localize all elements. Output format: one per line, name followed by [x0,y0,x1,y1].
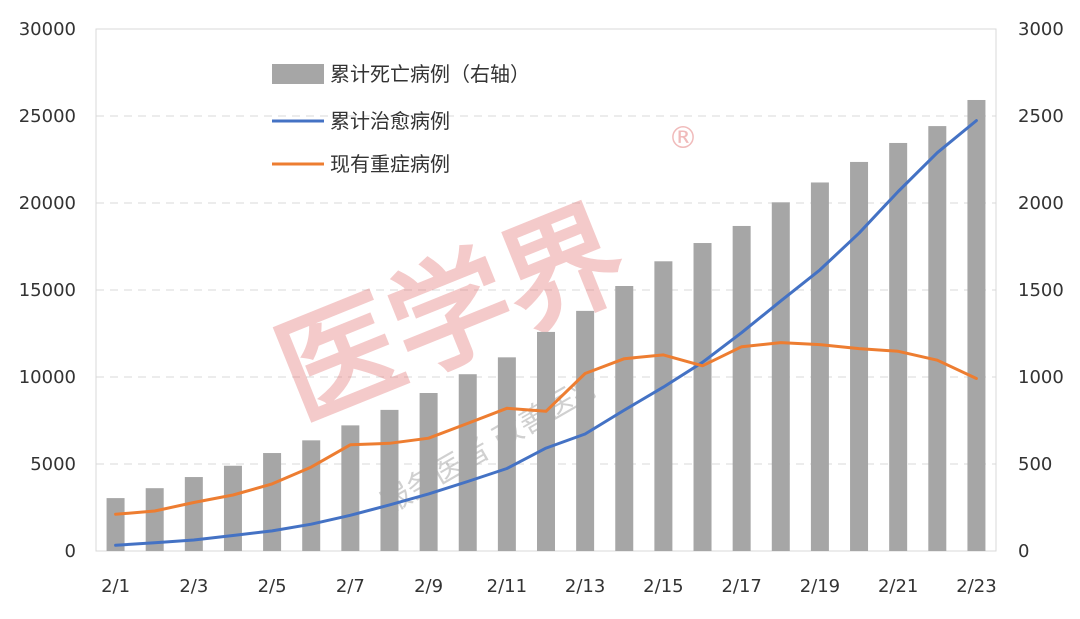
bar-deaths-2-23 [967,99,986,551]
line-series [114,119,978,547]
right-tick-label: 0 [1018,541,1029,562]
legend-label-recovered: 累计治愈病例 [330,109,450,133]
right-tick-label: 1500 [1018,280,1064,301]
x-tick-label: 2/13 [565,576,605,597]
x-tick-label: 2/11 [487,576,527,597]
left-axis-ticks: 0 5000 10000 15000 20000 25000 30000 [19,19,76,562]
left-tick-label: 0 [65,541,76,562]
bar-deaths-2-4 [223,465,242,551]
x-tick-label: 2/3 [179,576,208,597]
legend-label-deaths: 累计死亡病例（右轴） [330,62,530,86]
left-tick-label: 5000 [30,454,76,475]
x-axis-ticks: 2/1 2/3 2/5 2/7 2/9 2/11 2/13 2/15 2/17 2/19 2/21 2… [101,576,997,597]
watermark-registered: ® [668,121,698,156]
bar-deaths-2-19 [810,182,829,551]
bar-deaths-2-12 [537,331,555,551]
bar-deaths-2-22 [928,126,947,551]
x-tick-label: 2/21 [878,576,918,597]
right-tick-label: 2000 [1018,193,1064,214]
bar-deaths-2-17 [732,225,751,551]
right-tick-label: 500 [1018,454,1052,475]
bar-deaths-2-9 [419,393,438,551]
legend: 累计死亡病例（右轴） 累计治愈病例 现有重症病例 [272,62,530,176]
bar-deaths-2-3 [184,477,203,551]
x-tick-label: 2/5 [258,576,287,597]
x-tick-label: 2/9 [414,576,443,597]
bar-deaths-2-18 [771,202,790,551]
bar-deaths-2-7 [341,425,360,551]
left-tick-label: 20000 [19,193,76,214]
bar-deaths-2-16 [693,243,712,551]
bar-deaths-2-15 [654,261,673,551]
bar-deaths-2-14 [615,285,634,551]
right-axis-ticks: 0 500 1000 1500 2000 2500 3000 [1018,19,1064,562]
line-recovered [114,119,978,547]
right-tick-label: 1000 [1018,367,1064,388]
right-tick-label: 2500 [1018,106,1064,127]
line-severe [114,341,978,516]
x-tick-label: 2/7 [336,576,365,597]
legend-label-severe: 现有重症病例 [330,152,450,176]
legend-swatch-deaths [272,64,324,84]
x-tick-label: 2/23 [956,576,996,597]
bar-deaths-2-6 [302,440,321,551]
bar-deaths-2-2 [145,488,164,551]
bar-deaths-2-1 [106,498,125,551]
bar-deaths-2-21 [889,142,908,551]
bar-deaths-2-20 [850,161,869,551]
bar-deaths-2-11 [497,357,516,551]
bar-deaths-2-8 [380,409,399,551]
right-tick-label: 3000 [1018,19,1064,40]
left-tick-label: 10000 [19,367,76,388]
left-tick-label: 30000 [19,19,76,40]
x-tick-label: 2/1 [101,576,130,597]
x-tick-label: 2/19 [800,576,840,597]
bar-deaths-2-5 [263,453,282,551]
bar-series-deaths [106,99,986,551]
left-tick-label: 25000 [19,106,76,127]
left-tick-label: 15000 [19,280,76,301]
x-tick-label: 2/15 [643,576,683,597]
bar-deaths-2-10 [458,374,477,551]
x-tick-label: 2/17 [721,576,761,597]
